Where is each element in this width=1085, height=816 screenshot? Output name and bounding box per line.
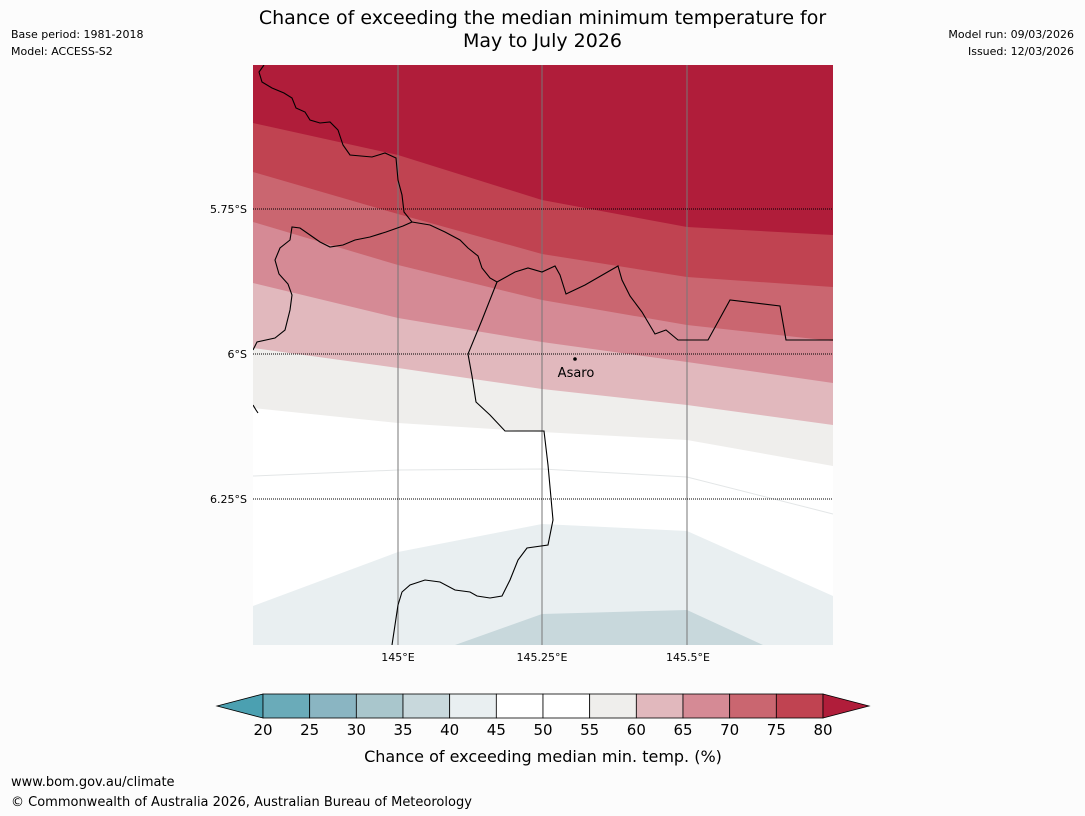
title-line-2: May to July 2026	[463, 30, 622, 52]
colorbar-tick-40: 40	[440, 721, 459, 739]
asaro-marker	[573, 357, 577, 361]
lon-label-145E: 145°E	[381, 651, 414, 664]
lon-label-145-5E: 145.5°E	[666, 651, 710, 664]
lat-label-6S: 6°S	[228, 348, 247, 361]
footer-copyright: © Commonwealth of Australia 2026, Austra…	[11, 795, 472, 810]
colorbar-cell-35-40	[402, 693, 451, 719]
asaro-label: Asaro	[558, 366, 595, 381]
model-run-text: Model run: 09/03/2026	[948, 28, 1074, 41]
colorbar-cell-45-50	[495, 693, 544, 719]
colorbar-tick-labels: 20 25 30 35 40 45 50 55 60 65 70 75 80	[253, 721, 832, 739]
colorbar-tick-45: 45	[487, 721, 506, 739]
footer-url[interactable]: www.bom.gov.au/climate	[11, 775, 175, 790]
colorbar-tick-80: 80	[813, 721, 832, 739]
colorbar-over-arrow	[822, 693, 871, 719]
colorbar-tick-35: 35	[393, 721, 412, 739]
colorbar-tick-25: 25	[300, 721, 319, 739]
model-run-info: Model run: 09/03/2026 Issued: 12/03/2026	[948, 26, 1074, 60]
base-period-info: Base period: 1981-2018 Model: ACCESS-S2	[11, 26, 143, 60]
colorbar-under-arrow	[215, 693, 264, 719]
lon-label-145-25E: 145.25°E	[517, 651, 568, 664]
colorbar-cell-70-75	[729, 693, 777, 719]
colorbar-tick-75: 75	[767, 721, 786, 739]
colorbar-cell-50-55	[542, 693, 591, 719]
title-line-1: Chance of exceeding the median minimum t…	[258, 7, 827, 29]
probability-bands	[253, 65, 833, 645]
model-text: Model: ACCESS-S2	[11, 45, 113, 58]
colorbar-tick-55: 55	[580, 721, 599, 739]
band-35-40	[455, 610, 763, 645]
colorbar-tick-30: 30	[347, 721, 366, 739]
colorbar-label: Chance of exceeding median min. temp. (%…	[364, 747, 722, 766]
lat-label-6-25S: 6.25°S	[210, 493, 247, 506]
colorbar-cells	[262, 693, 824, 719]
colorbar-tick-65: 65	[673, 721, 692, 739]
colorbar-cell-25-30	[309, 693, 357, 719]
lat-label-5-75S: 5.75°S	[210, 203, 247, 216]
colorbar-cell-40-45	[449, 693, 497, 719]
colorbar-cell-55-60	[589, 693, 637, 719]
issued-text: Issued: 12/03/2026	[967, 45, 1074, 58]
colorbar-cell-65-70	[682, 693, 731, 719]
colorbar-tick-70: 70	[720, 721, 739, 739]
province-boundaries	[253, 65, 833, 645]
colorbar-cell-60-65	[635, 693, 684, 719]
colorbar-tick-60: 60	[627, 721, 646, 739]
colorbar-tick-50: 50	[533, 721, 552, 739]
colorbar-cell-30-35	[355, 693, 404, 719]
colorbar-cell-75-80	[775, 693, 824, 719]
map-title: Chance of exceeding the median minimum t…	[0, 7, 1085, 53]
colorbar-tick-20: 20	[253, 721, 272, 739]
colorbar: 20 25 30 35 40 45 50 55 60 65 70 75 80	[215, 693, 871, 739]
base-period-text: Base period: 1981-2018	[11, 28, 144, 41]
colorbar-cell-20-25	[262, 693, 311, 719]
